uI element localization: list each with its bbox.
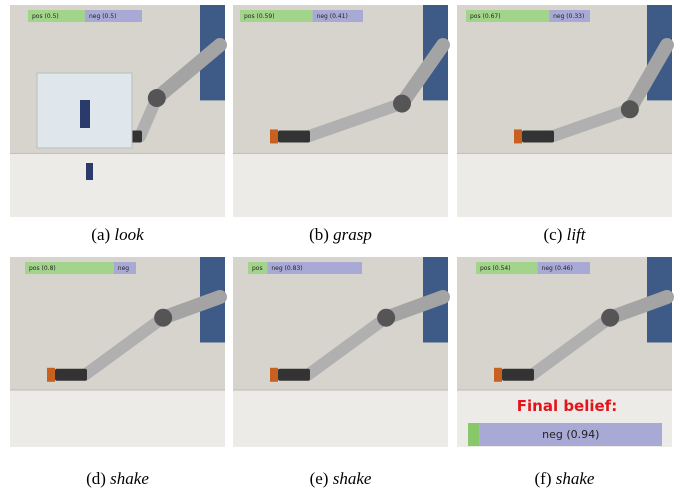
- arm: [302, 311, 393, 381]
- arm: [379, 290, 450, 325]
- final-neg-bar: [479, 423, 662, 446]
- arm: [622, 38, 674, 117]
- pos-label: pos: [252, 265, 263, 272]
- caption-label: (c): [543, 225, 562, 244]
- caption-label: (f): [535, 469, 552, 488]
- bottle: [86, 163, 93, 180]
- pos-label: pos (0.67): [470, 13, 501, 20]
- caption: (d) shake: [86, 469, 149, 488]
- caption-action: shake: [110, 469, 149, 488]
- joint: [601, 308, 620, 327]
- joint: [147, 89, 166, 108]
- caption-action: lift: [567, 225, 587, 244]
- caption-label: (d): [86, 469, 106, 488]
- neg-label: neg (0.46): [542, 265, 573, 272]
- pos-bar: [476, 262, 538, 274]
- neg-bar: [549, 10, 590, 22]
- caption-action: grasp: [333, 225, 372, 244]
- caption: (b) grasp: [309, 225, 372, 244]
- pos-bar: [466, 10, 550, 22]
- arm: [156, 290, 227, 325]
- arm: [394, 38, 450, 111]
- bottle: [514, 129, 522, 144]
- neg-label: neg (0.83): [271, 265, 302, 272]
- caption-label: (e): [310, 469, 329, 488]
- gripper: [278, 368, 310, 381]
- final-belief-title: Final belief:: [517, 397, 617, 415]
- final-neg-label: neg (0.94): [542, 428, 599, 441]
- gripper: [522, 130, 554, 143]
- panel: pos (0.67) neg (0.33): [457, 5, 674, 217]
- panel: pos (0.5) neg (0.5): [10, 5, 227, 217]
- table: [10, 153, 225, 217]
- caption-label: (a): [91, 225, 110, 244]
- neg-bar: [113, 262, 136, 274]
- table: [457, 153, 672, 217]
- caption-label: (b): [309, 225, 329, 244]
- joint: [620, 100, 639, 119]
- pos-bar: [248, 262, 268, 274]
- neg-bar: [267, 262, 362, 274]
- neg-bar: [312, 10, 363, 22]
- arm: [546, 103, 636, 143]
- joint: [392, 94, 411, 113]
- caption-action: look: [114, 225, 144, 244]
- pos-label: pos (0.5): [32, 13, 59, 20]
- arm: [79, 311, 170, 381]
- caption: (f) shake: [535, 469, 595, 488]
- pos-label: pos (0.59): [244, 13, 275, 20]
- bottle: [47, 367, 55, 382]
- pos-bar: [28, 10, 85, 22]
- arm: [302, 97, 408, 143]
- bottle: [270, 129, 278, 144]
- arm: [603, 290, 674, 325]
- panel: pos (0.8) neg: [10, 257, 227, 447]
- neg-label: neg (0.33): [553, 13, 584, 20]
- final-pos-bar: [468, 423, 480, 446]
- neg-bar: [85, 10, 142, 22]
- panel: pos (0.59) neg (0.41): [233, 5, 450, 217]
- arm: [149, 38, 227, 106]
- gripper: [55, 368, 87, 381]
- bottle: [270, 367, 278, 382]
- pos-bar: [25, 262, 114, 274]
- arm: [526, 311, 617, 381]
- panel: pos (0.54) neg (0.46): [457, 257, 674, 447]
- neg-label: neg (0.41): [317, 13, 348, 20]
- caption: (e) shake: [310, 469, 372, 488]
- caption-action: shake: [556, 469, 595, 488]
- neg-label: neg: [118, 265, 129, 272]
- pos-label: pos (0.54): [480, 265, 511, 272]
- caption: (c) lift: [543, 225, 586, 244]
- bottle: [80, 100, 90, 128]
- neg-bar: [537, 262, 590, 274]
- gripper: [502, 368, 534, 381]
- table: [233, 153, 448, 217]
- joint: [377, 308, 396, 327]
- table: [10, 390, 225, 447]
- caption-action: shake: [333, 469, 372, 488]
- neg-label: neg (0.5): [89, 13, 116, 20]
- panel: pos neg (0.83): [233, 257, 450, 447]
- table: [233, 390, 448, 447]
- joint: [154, 308, 173, 327]
- bottle: [494, 367, 502, 382]
- caption: (a) look: [91, 225, 144, 244]
- gripper: [278, 130, 310, 143]
- pos-label: pos (0.8): [29, 265, 56, 272]
- pos-bar: [240, 10, 313, 22]
